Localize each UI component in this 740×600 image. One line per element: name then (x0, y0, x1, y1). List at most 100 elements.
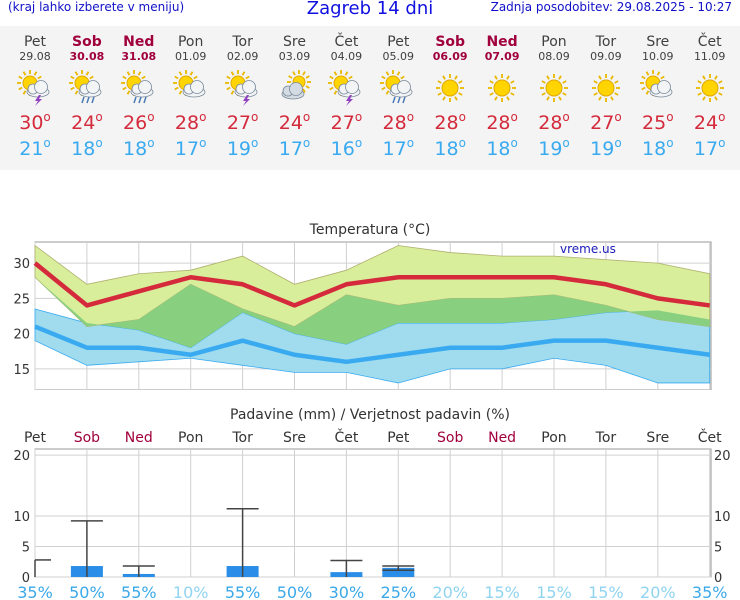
day-name: Čet (697, 34, 722, 50)
min-temperature: 17o (278, 136, 311, 160)
min-temperature: 17o (382, 136, 415, 160)
min-temperature: 19o (538, 136, 570, 160)
cloud-sun-icon (269, 68, 321, 108)
min-temperature-line (34, 324, 711, 365)
precip-probability: 10% (173, 583, 209, 600)
y-tick-label-right: 0 (714, 571, 722, 586)
y-tick-label: 30 (13, 257, 30, 272)
temperature-title: Temperatura (309, 222, 399, 238)
day-name: Pet (387, 34, 410, 50)
day-column: Pet 29.08 30o 21o (9, 26, 61, 164)
precip-probability: 50% (277, 583, 313, 600)
precip-day-label: Pon (541, 430, 566, 446)
y-tick-label: 25 (13, 292, 30, 307)
day-name: Sob (72, 34, 102, 50)
precip-probability: 35% (692, 583, 728, 600)
sun-cloud-icon (165, 68, 217, 108)
day-column: Tor 09.09 27o 19o (580, 26, 632, 164)
min-temperature: 19o (590, 136, 622, 160)
sun-icon (580, 68, 632, 108)
day-column: Sre 03.09 24o 17o (269, 26, 321, 164)
precip-day-label: Čet (698, 428, 722, 446)
day-name: Pon (541, 34, 567, 50)
max-temperature: 28o (486, 110, 518, 134)
sun-cloud-lightning-icon (320, 68, 372, 108)
min-temperature: 18o (123, 136, 155, 160)
day-name: Pon (177, 34, 204, 50)
precip-day-label: Sob (74, 430, 100, 446)
precip-day-label: Pet (24, 430, 47, 446)
max-temperature: 26o (123, 110, 155, 134)
max-temperature: 24o (278, 110, 311, 134)
sun-cloud-rain-icon (113, 68, 165, 108)
max-temperature: 27o (330, 110, 363, 134)
precip-day-label: Pet (387, 430, 410, 446)
day-column: Čet 04.09 27o 16o (320, 26, 372, 164)
last-update: Zadnja posodobitev: 29.08.2025 - 10:27 (490, 0, 732, 14)
max-temperature-line (33, 261, 711, 308)
precip-probability: 30% (329, 583, 365, 600)
precip-day-label: Tor (595, 430, 617, 446)
precip-probability: 55% (225, 583, 261, 600)
precip-probability: 50% (69, 583, 105, 600)
day-column: Pon 08.09 28o 19o (528, 26, 580, 164)
y-tick-label-left: 5 (22, 541, 30, 556)
min-temperature: 18o (642, 136, 674, 160)
sun-icon (476, 68, 528, 108)
precip-day-label: Tor (231, 430, 253, 446)
min-temperature: 21o (19, 136, 51, 160)
location-hint[interactable]: (kraj lahko izberete v meniju) (8, 0, 185, 14)
y-tick-label-left: 0 (22, 571, 30, 586)
day-name: Sre (646, 34, 670, 50)
day-name: Sre (283, 34, 306, 50)
max-temperature: 30o (19, 110, 51, 134)
min-temperature: 17o (174, 136, 207, 160)
max-temperature: 27o (590, 110, 622, 134)
min-temperature: 16o (330, 136, 363, 160)
sun-cloud-lightning-icon (9, 68, 61, 108)
precip-day-label: Sre (646, 430, 669, 446)
min-temperature: 17o (693, 136, 726, 160)
day-date: 29.08 (19, 50, 51, 63)
sun-icon (424, 68, 476, 108)
y-tick-label-left: 20 (13, 449, 30, 464)
max-temperature: 27o (226, 110, 259, 134)
day-date: 31.08 (121, 50, 157, 63)
precip-probability: 15% (588, 583, 624, 600)
overlap-band (35, 277, 710, 348)
max-temperature: 24o (71, 110, 103, 134)
y-tick-label: 20 (13, 328, 30, 343)
precipitation-chart: Padavine (mm) / Verjetnost padavin (%) Pe… (13, 407, 730, 600)
min-temperature: 18o (434, 136, 466, 160)
precip-probability: 20% (640, 583, 676, 600)
day-date: 05.09 (382, 50, 415, 63)
temperature-chart: Temperatura (°C) 15 20 25 30 vreme.us (13, 222, 712, 390)
sun-cloud-rain-icon (61, 68, 113, 108)
day-column: Sre 10.09 25o 18o (632, 26, 684, 164)
precip-day-label: Ned (125, 430, 153, 446)
max-temperature: 25o (642, 110, 674, 134)
precip-probability: 35% (17, 583, 53, 600)
y-tick-label-right: 5 (714, 541, 722, 556)
max-temperature: 28o (174, 110, 207, 134)
precipitation-title: Padavine (mm) / Verjetnost padavin (%) (230, 407, 510, 423)
day-column: Ned 31.08 26o 18o (113, 26, 165, 164)
day-name: Tor (232, 34, 253, 50)
precip-day-label: Čet (334, 428, 358, 446)
day-date: 04.09 (330, 50, 363, 63)
day-date: 11.09 (693, 50, 726, 63)
day-column: Čet 11.09 24o 17o (684, 26, 736, 164)
sun-icon (684, 68, 736, 108)
day-column: Tor 02.09 27o 19o (217, 26, 269, 164)
precip-probability: 15% (484, 583, 520, 600)
precip-bar (382, 567, 415, 577)
page-title: Zagreb 14 dni (306, 0, 434, 19)
day-column: Sob 06.09 28o 18o (424, 26, 476, 164)
max-temperature: 28o (382, 110, 415, 134)
sun-cloud-lightning-icon (217, 68, 269, 108)
day-date: 03.09 (278, 50, 311, 63)
temperature-unit: (°C) (403, 222, 431, 238)
max-temperature: 28o (538, 110, 570, 134)
day-date: 02.09 (226, 50, 259, 63)
